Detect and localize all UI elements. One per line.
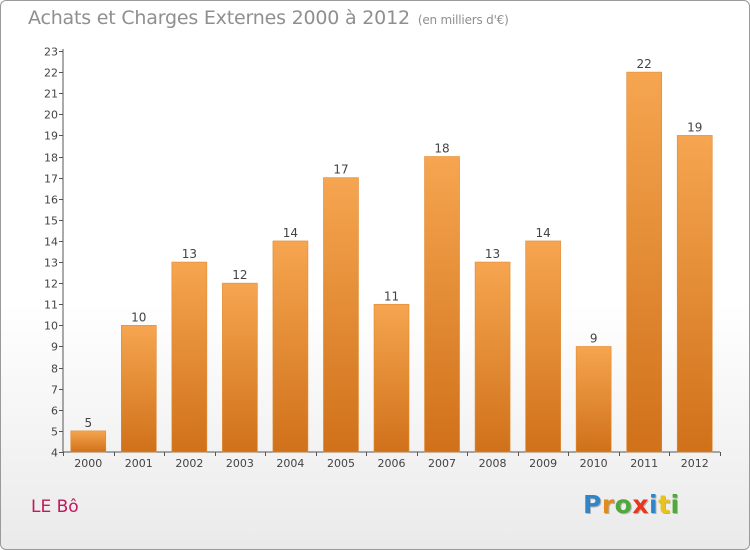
y-tick-label: 7 [51, 384, 58, 397]
bar-value-label: 18 [434, 142, 449, 156]
bar-value-label: 17 [333, 163, 348, 177]
bar-value-label: 14 [535, 226, 550, 240]
y-tick-label: 13 [44, 257, 58, 270]
chart-title: Achats et Charges Externes 2000 à 2012 (e… [28, 7, 509, 29]
logo-letter: x [632, 490, 649, 519]
y-tick-label: 4 [51, 447, 58, 460]
bar [575, 346, 612, 453]
bar [373, 303, 410, 453]
y-tick-label: 10 [44, 320, 58, 333]
x-tick-label: 2010 [580, 457, 608, 470]
bar-value-label: 22 [637, 57, 652, 71]
bar [70, 430, 107, 453]
x-tick-label: 2011 [630, 457, 658, 470]
bar [525, 240, 561, 453]
y-tick-label: 16 [44, 194, 58, 207]
y-tick-label: 21 [44, 88, 58, 101]
x-tick-label: 2000 [74, 457, 102, 470]
y-tick-label: 15 [44, 215, 58, 228]
x-tick-label: 2008 [479, 457, 507, 470]
y-tick-label: 17 [44, 173, 58, 186]
y-tick-label: 8 [51, 363, 58, 376]
logo-letter: i [670, 490, 680, 519]
y-tick-label: 22 [44, 67, 58, 80]
y-tick-label: 5 [51, 426, 58, 439]
x-tick-label: 2007 [428, 457, 456, 470]
bar-value-label: 13 [485, 247, 500, 261]
bar [171, 261, 208, 453]
bar-value-label: 14 [283, 226, 298, 240]
bar [323, 177, 359, 453]
bar-value-label: 12 [232, 268, 247, 282]
y-tick-label: 12 [44, 278, 58, 291]
y-tick-label: 11 [44, 299, 58, 312]
y-tick-label: 6 [51, 405, 58, 418]
bar-value-label: 19 [687, 120, 702, 134]
bar [474, 261, 511, 453]
bar [676, 135, 713, 453]
bar [272, 240, 309, 453]
x-tick-label: 2002 [175, 457, 203, 470]
chart-title-text: Achats et Charges Externes 2000 à 2012 [28, 7, 410, 29]
bar-value-label: 11 [384, 289, 399, 303]
logo-letter: r [601, 490, 615, 519]
logo-letter: i [649, 490, 659, 519]
y-tick-label: 19 [44, 130, 58, 143]
x-tick-label: 2003 [226, 457, 254, 470]
chart-unit-label: (en milliers d'€) [417, 13, 509, 27]
logo-letter: t [658, 490, 671, 519]
bar [222, 282, 258, 453]
y-tick-label: 18 [44, 152, 58, 165]
bar-value-label: 13 [182, 247, 197, 261]
bar [121, 325, 157, 453]
bar-value-label: 5 [84, 416, 92, 430]
y-tick-label: 9 [51, 341, 58, 354]
x-tick-label: 2001 [125, 457, 153, 470]
logo-letter: o [614, 490, 633, 519]
logo-letter: P [583, 490, 602, 519]
bar-value-label: 10 [131, 310, 146, 324]
y-tick-label: 14 [44, 236, 58, 249]
x-tick-label: 2005 [327, 457, 355, 470]
bar [424, 156, 460, 453]
x-tick-label: 2006 [378, 457, 406, 470]
bar-value-label: 9 [590, 331, 598, 345]
x-tick-label: 2004 [276, 457, 304, 470]
x-tick-label: 2009 [529, 457, 557, 470]
proxiti-logo: Proxiti [583, 490, 680, 519]
y-tick-label: 23 [44, 46, 58, 59]
bar [626, 71, 662, 453]
y-tick-label: 20 [44, 109, 58, 122]
x-tick-label: 2012 [681, 457, 709, 470]
location-label: LE Bô [31, 497, 79, 517]
